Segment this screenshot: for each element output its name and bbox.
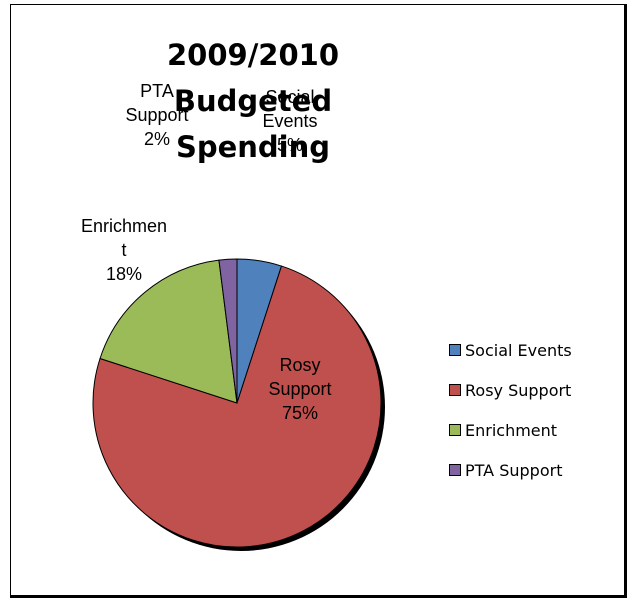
pie-slice-pta-support [218, 258, 238, 404]
pie-slice-rosy-support [92, 265, 382, 548]
legend-swatch [449, 384, 461, 396]
legend-label: Enrichment [465, 420, 558, 440]
legend-swatch [449, 344, 461, 356]
legend-item: Enrichment [449, 410, 572, 450]
data-label-pta-support: PTA Support 2% [125, 81, 188, 149]
data-label-enrichment: Enrichmen t 18% [81, 216, 167, 284]
legend-label: Rosy Support [465, 380, 572, 400]
legend-label: Social Events [465, 340, 572, 360]
legend-swatch [449, 424, 461, 436]
chart-legend: Social Events Rosy Support Enrichment PT… [449, 330, 572, 490]
pie-slice-enrichment [99, 259, 238, 404]
legend-swatch [449, 464, 461, 476]
chart-title: 2009/2010 Budgeted Spending [166, 38, 340, 164]
legend-item: Social Events [449, 330, 572, 370]
data-label-social-events: Social Events 5% [262, 87, 317, 155]
data-label-rosy-support: Rosy Support 75% [268, 355, 331, 423]
legend-label: PTA Support [465, 460, 563, 480]
legend-item: PTA Support [449, 450, 572, 490]
legend-item: Rosy Support [449, 370, 572, 410]
